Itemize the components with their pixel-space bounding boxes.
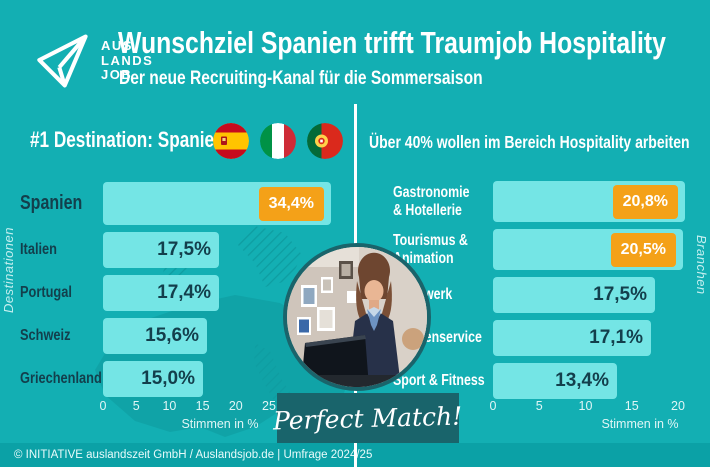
bar-row: Gastronomie & Hotellerie 20,8% — [393, 181, 685, 222]
axis-tick: 20 — [228, 399, 243, 413]
bar-row: Handwerk17,5% — [393, 277, 685, 313]
bar-row: Griechenland 15,0% — [20, 361, 331, 397]
destinations-heading: #1 Destination: Spanien — [30, 127, 225, 152]
branches-panel: Über 40% wollen im Bereich Hospitality a… — [355, 115, 710, 445]
axis-tick: 5 — [132, 399, 140, 413]
bar-row: Italien 17,5% — [20, 232, 331, 268]
bar-label: Sport & Fitness — [393, 372, 485, 390]
branches-axis-title: Branchen — [694, 235, 709, 295]
bar-value: 15,0% — [141, 368, 195, 389]
bar: 20,8% — [493, 181, 685, 222]
bar-row: Spanien 34,4% — [20, 182, 331, 225]
axis-tick: 5 — [535, 399, 543, 413]
flag-portugal-icon — [307, 123, 343, 159]
logo-wordmark: AUS LANDS JOB — [101, 39, 153, 83]
bar: 17,4% — [103, 275, 219, 311]
bar-label: Gastronomie & Hotellerie — [393, 183, 470, 219]
flag-spain-icon — [213, 123, 249, 159]
bar: 13,4% — [493, 363, 617, 399]
branches-axis: 0 5 10 15 20 Stimmen in % — [489, 399, 685, 441]
logo-line-1: AUS — [101, 38, 133, 54]
perfect-match-badge: Perfect Match! — [273, 393, 463, 443]
bar: 17,1% — [493, 320, 651, 356]
logo-line-2: LANDS — [101, 52, 154, 68]
destinations-axis: 0 5 10 15 20 25 Stimmen in % — [99, 399, 276, 441]
bar-label: Tourismus & Animation — [393, 231, 468, 267]
bar-value: 17,4% — [157, 282, 211, 303]
bar-row: Kundenservice 17,1% — [393, 320, 685, 356]
axis-tick: 10 — [578, 399, 593, 413]
axis-tick: 15 — [624, 399, 639, 413]
bar-label: Portugal — [20, 284, 72, 301]
bar-row: Portugal 17,4% — [20, 275, 331, 311]
bar-label: Schweiz — [20, 327, 71, 344]
bar: 17,5% — [103, 232, 219, 268]
destinations-axis-title: Destinationen — [1, 227, 16, 313]
value-badge: 34,4% — [258, 186, 324, 221]
axis-tick: 0 — [99, 399, 107, 413]
axis-label: Stimmen in % — [181, 417, 259, 431]
bar-value: 15,6% — [145, 325, 199, 346]
logo-line-3: JOB — [101, 67, 133, 83]
axis-tick: 10 — [162, 399, 177, 413]
bar-value: 17,5% — [593, 284, 647, 305]
bar: 15,6% — [103, 318, 207, 354]
branches-bars: Gastronomie & Hotellerie 20,8% Tourismus &… — [393, 181, 685, 406]
bar: 34,4% — [103, 182, 331, 225]
page-subtitle: Der neue Recruiting-Kanal für die Sommer… — [119, 68, 483, 89]
auslandsjob-logo: AUS LANDS JOB — [33, 32, 153, 90]
axis-label: Stimmen in % — [601, 417, 679, 431]
destinations-bars: Spanien 34,4% Italien 17,5% Portugal 17,4% Sch… — [20, 182, 331, 404]
receptionist-photo — [283, 243, 431, 391]
destinations-panel: #1 Destination: Spanien — [0, 115, 355, 445]
bar-value: 17,5% — [157, 239, 211, 260]
axis-tick: 0 — [489, 399, 497, 413]
bar-value: 17,1% — [589, 327, 643, 348]
page-title: Wunschziel Spanien trifft Traumjob Hospi… — [118, 25, 666, 60]
bar: 15,0% — [103, 361, 203, 397]
bar-label: Italien — [20, 241, 57, 258]
bar-value: 13,4% — [555, 370, 609, 391]
bar: 17,5% — [493, 277, 655, 313]
bar-row: Sport & Fitness 13,4% — [393, 363, 685, 399]
value-badge: 20,5% — [610, 232, 676, 267]
destination-flags — [213, 123, 343, 159]
bar-label: Griechenland — [20, 370, 102, 387]
value-badge: 20,8% — [612, 184, 678, 219]
axis-tick: 20 — [671, 399, 685, 413]
flag-italy-icon — [260, 123, 296, 159]
branches-heading: Über 40% wollen im Bereich Hospitality a… — [369, 132, 690, 152]
axis-tick: 15 — [195, 399, 210, 413]
bar-row: Tourismus & Animation 20,5% — [393, 229, 685, 270]
paper-plane-icon — [37, 34, 88, 88]
copyright-text: © INITIATIVE auslandszeit GmbH / Ausland… — [14, 449, 373, 461]
bar-label: Spanien — [20, 192, 83, 214]
bar-row: Schweiz 15,6% — [20, 318, 331, 354]
perfect-match-text: Perfect Match! — [273, 401, 463, 435]
bar: 20,5% — [493, 229, 683, 270]
